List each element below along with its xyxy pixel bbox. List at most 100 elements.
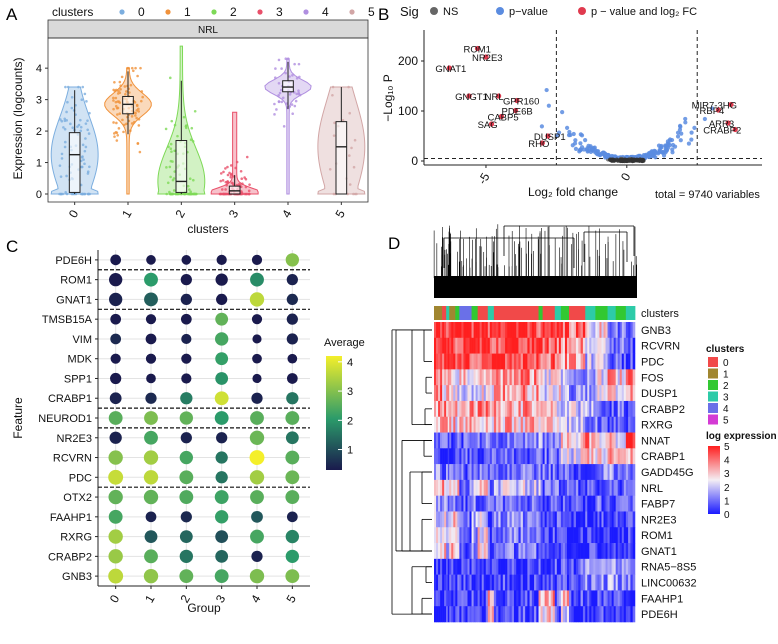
dot-CRABP1-group-2 xyxy=(180,392,193,405)
heatmap-cell xyxy=(546,448,549,465)
heatmap-cell xyxy=(481,369,485,386)
heatmap-cell xyxy=(573,511,577,528)
jitter-point-cluster-3 xyxy=(229,164,233,167)
heatmap-cell xyxy=(550,337,554,354)
heatmap-cell xyxy=(449,511,452,528)
heatmap-cell xyxy=(522,432,526,449)
heatmap-cell xyxy=(623,558,627,575)
heatmap-cell xyxy=(453,432,456,449)
expression-tick-label: 5 xyxy=(724,442,730,453)
heatmap-cell xyxy=(630,385,633,402)
heatmap-cell xyxy=(449,495,452,512)
cluster-legend-swatch-3 xyxy=(708,391,718,402)
heatmap-cell xyxy=(438,400,441,418)
heatmap-cell xyxy=(518,543,521,560)
expression-tick-label: 1 xyxy=(724,496,730,507)
heatmap-cell xyxy=(446,495,449,512)
jitter-point-cluster-3 xyxy=(226,173,230,177)
heatmap-cell xyxy=(471,322,474,339)
heatmap-cell xyxy=(566,495,570,512)
heatmap-cell xyxy=(473,322,476,339)
gene-point xyxy=(666,145,671,150)
heatmap-cell xyxy=(522,369,526,386)
heatmap-cell xyxy=(483,590,487,607)
heatmap-cell xyxy=(582,495,586,512)
heatmap-cell xyxy=(513,495,517,512)
heatmap-cell xyxy=(487,574,491,591)
heatmap-cell xyxy=(603,322,606,339)
heatmap-cell xyxy=(623,416,627,433)
dot-GNB3-group-5 xyxy=(285,569,300,584)
heatmap-cell xyxy=(599,416,602,433)
heatmap-cell xyxy=(552,574,556,591)
heatmap-cell xyxy=(449,432,452,449)
heatmap-cell xyxy=(457,400,460,418)
jitter-point-cluster-2 xyxy=(176,192,180,196)
heatmap-cell xyxy=(625,322,629,339)
heatmap-cell xyxy=(455,479,458,496)
heatmap-cell xyxy=(540,416,543,433)
heatmap-cell xyxy=(498,479,501,496)
heatmap-cell xyxy=(518,479,521,496)
heatmap-cell xyxy=(556,322,560,339)
heatmap-cell xyxy=(597,416,600,433)
dot-CRABP1-group-5 xyxy=(286,392,299,405)
heatmap-cell xyxy=(509,527,513,544)
heatmap-cell xyxy=(518,416,521,433)
heatmap-cell xyxy=(554,543,558,560)
feature-label-SPP1: SPP1 xyxy=(64,373,92,385)
heatmap-cell xyxy=(615,369,619,386)
heatmap-cell xyxy=(463,400,466,418)
heatmap-cell xyxy=(465,448,468,465)
heatmap-cell xyxy=(442,527,445,544)
jitter-point-cluster-3 xyxy=(239,185,243,188)
heatmap-cell xyxy=(467,606,470,623)
heatmap-cell xyxy=(479,495,483,512)
heatmap-cell xyxy=(582,543,586,560)
heatmap-cell xyxy=(625,448,629,465)
heatmap-cell xyxy=(591,464,594,481)
heatmap-cell xyxy=(578,353,581,370)
heatmap-cell xyxy=(542,511,545,528)
heatmap-cell xyxy=(599,369,602,386)
heatmap-cell xyxy=(544,322,547,339)
heatmap-cell xyxy=(603,432,606,449)
heatmap-cell xyxy=(442,511,445,528)
dot-SPP1-group-5 xyxy=(286,373,298,384)
heatmap-cell xyxy=(611,479,614,496)
heatmap-cell xyxy=(623,353,627,370)
heatmap-cell xyxy=(562,416,566,433)
heatmap-cell xyxy=(496,590,499,607)
heatmap-cell xyxy=(611,527,614,544)
annotation-cluster-2 xyxy=(615,306,627,320)
heatmap-cell xyxy=(461,448,464,465)
heatmap-cell xyxy=(493,558,497,575)
heatmap-cell xyxy=(542,448,545,465)
heatmap-cell xyxy=(558,464,562,481)
heatmap-cell xyxy=(475,448,478,465)
heatmap-cell xyxy=(473,495,476,512)
gene-point xyxy=(672,144,678,149)
jitter-point-cluster-0 xyxy=(79,192,83,196)
heatmap-cell xyxy=(527,385,530,402)
jitter-point-cluster-0 xyxy=(80,156,84,159)
heatmap-cell xyxy=(469,543,472,560)
heatmap-cell xyxy=(628,322,631,339)
dot-GNB3-group-4 xyxy=(249,568,265,584)
heatmap-cell xyxy=(578,400,581,418)
heatmap-cell xyxy=(449,606,452,623)
heatmap-cell xyxy=(485,432,489,449)
heatmap-cell xyxy=(483,448,487,465)
heatmap-cell xyxy=(564,574,568,591)
heatmap-cell xyxy=(465,590,468,607)
dot-PDC-group-1 xyxy=(143,470,159,485)
heatmap-cell xyxy=(461,543,464,560)
gene-point xyxy=(571,131,576,137)
heatmap-cell xyxy=(438,606,441,623)
heatmap-cell xyxy=(613,400,616,418)
heatmap-cell xyxy=(558,369,562,386)
heatmap-cell xyxy=(595,558,598,575)
heatmap-cell xyxy=(615,479,619,496)
heatmap-cell xyxy=(613,385,616,402)
heatmap-cell xyxy=(449,527,452,544)
